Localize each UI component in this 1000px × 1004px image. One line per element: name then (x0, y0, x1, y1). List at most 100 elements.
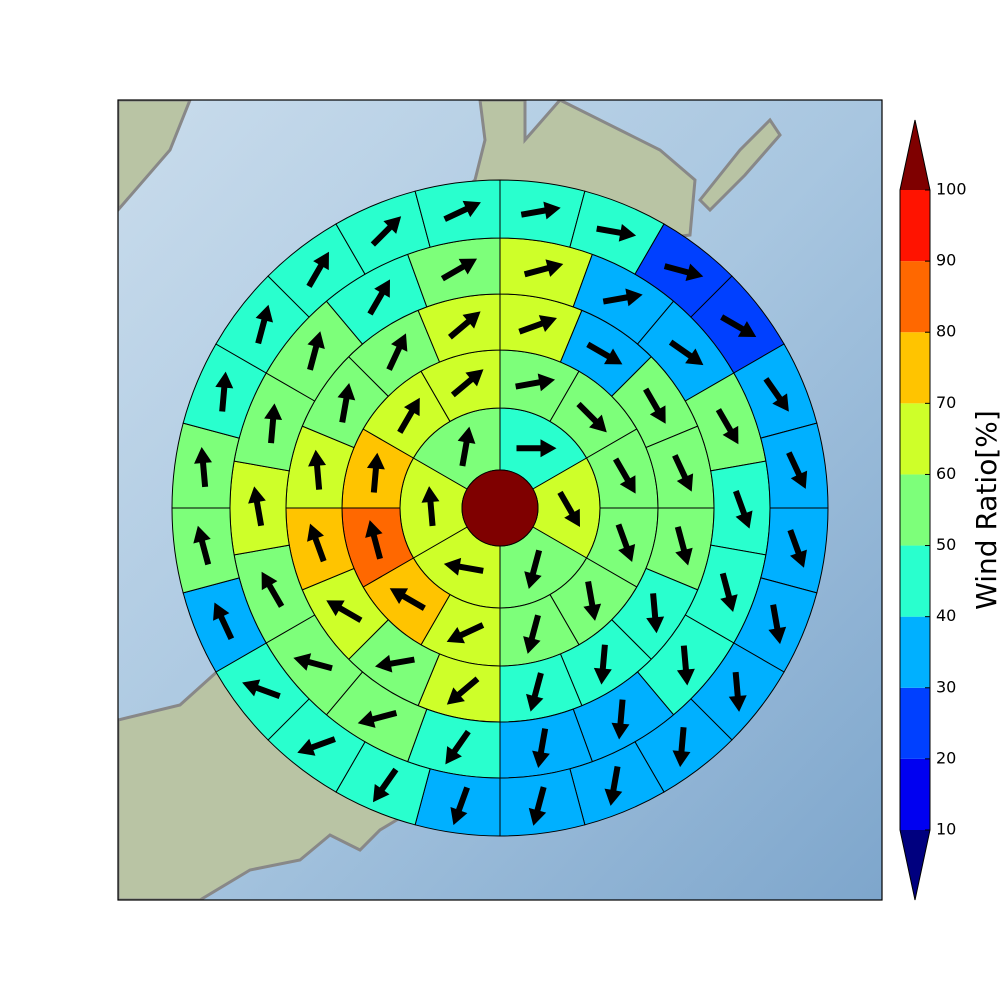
colorbar-tick-label: 40 (936, 606, 956, 625)
colorbar-segment (900, 261, 930, 333)
colorbar-segment (900, 332, 930, 404)
wind-arrow (215, 371, 234, 412)
wind-arrow (768, 604, 787, 645)
kuril (697, 117, 782, 213)
colorbar-segment (900, 758, 930, 830)
wind-arrow (307, 523, 327, 563)
wind-arrow (672, 454, 694, 492)
wind-arrow (516, 439, 557, 458)
wind-arrow (450, 786, 470, 826)
wind-arrow (337, 382, 356, 423)
wind-arrow (386, 333, 408, 371)
wind-arrow (532, 728, 550, 768)
wind-arrow (604, 765, 623, 806)
map-area (118, 100, 882, 900)
colorbar-tick-label: 60 (936, 464, 956, 483)
wind-arrows (193, 200, 808, 826)
wind-arrow (255, 304, 274, 345)
colorbar-tick-label: 70 (936, 393, 956, 412)
wind-arrow (518, 315, 557, 335)
wind-arrow (264, 403, 283, 444)
colorbar: 10 20 30 40 50 60 70 80 90 100 (899, 119, 967, 901)
wind-arrow (372, 767, 399, 803)
wind-arrow (583, 580, 602, 621)
wind-arrow (528, 786, 547, 826)
wind-arrow (261, 571, 285, 608)
wind-arrow (763, 377, 789, 412)
colorbar-extension-high (900, 120, 930, 190)
colorbar-segment (900, 545, 930, 617)
wind-arrow (397, 397, 420, 434)
wind-arrow (374, 654, 415, 673)
sectors (171, 179, 829, 837)
wind-arrow (446, 676, 480, 705)
wind-arrow (357, 710, 398, 728)
colorbar-tick-label: 30 (936, 677, 956, 696)
wind-arrow (674, 526, 693, 566)
wind-arrow (443, 557, 484, 576)
colorbar-segment (900, 403, 930, 475)
wind-arrow (523, 259, 564, 278)
wind-arrow (663, 263, 704, 282)
wind-arrow (787, 529, 807, 568)
wind-arrow (421, 486, 440, 527)
wind-arrow (194, 447, 213, 488)
wind-arrow (520, 201, 561, 220)
colorbar-tick-label: 20 (936, 748, 956, 767)
wind-arrow (445, 729, 471, 765)
wind-arrow (526, 672, 544, 712)
wind-arrow (596, 223, 637, 242)
wind-arrow (457, 426, 476, 467)
wind-arrow (248, 486, 266, 527)
wind-arrow (676, 645, 695, 686)
center-cell (461, 469, 539, 547)
wind-arrow (576, 401, 607, 433)
wind-arrow (326, 600, 363, 623)
map-frame (117, 99, 883, 901)
mainland (118, 100, 192, 213)
wind-arrow (443, 200, 481, 222)
wind-arrow (523, 614, 541, 654)
wind-arrow (440, 258, 478, 282)
wind-arrow (293, 653, 333, 672)
wind-arrow (720, 314, 757, 337)
colorbar-tick-label: 50 (936, 535, 956, 554)
colorbar-tick-label: 10 (936, 820, 956, 839)
wind-arrow (611, 699, 630, 740)
colorbar-tick-label: 100 (936, 180, 967, 199)
wind-arrow (450, 369, 484, 398)
wind-arrow (786, 451, 808, 489)
wind-arrow (367, 279, 390, 316)
wind-arrow (370, 216, 402, 247)
wind-arrow (672, 727, 691, 768)
wind-arrow (557, 490, 580, 528)
colorbar-segment (900, 616, 930, 688)
wind-arrow (306, 251, 329, 288)
wind-arrow (668, 339, 704, 366)
wind-arrow (719, 572, 738, 613)
colorbar-segment (900, 687, 930, 759)
wind-arrow (366, 452, 385, 493)
wind-arrow (615, 523, 636, 563)
colorbar-extension-low (900, 830, 930, 900)
colorbar-tick-label: 90 (936, 251, 956, 270)
wind-arrow (297, 736, 336, 756)
wind-arrow (242, 679, 281, 699)
colorbar-label: Wind Ratio[%] (970, 410, 1000, 610)
wind-arrow (613, 457, 636, 494)
wind-arrow (447, 311, 481, 340)
wind-arrow (389, 588, 426, 611)
wind-arrow (193, 525, 212, 566)
wind-arrow (515, 373, 556, 392)
colorbar-tick-label: 80 (936, 322, 956, 341)
wind-arrow (308, 449, 327, 490)
wind-arrow (733, 490, 753, 529)
wind-arrow (728, 671, 747, 712)
wind-arrow (365, 520, 383, 560)
colorbar-segment (900, 190, 930, 262)
wind-arrow (643, 387, 666, 424)
wind-arrow (715, 408, 739, 445)
wind-arrow (213, 602, 235, 641)
wind-arrow (524, 549, 543, 590)
